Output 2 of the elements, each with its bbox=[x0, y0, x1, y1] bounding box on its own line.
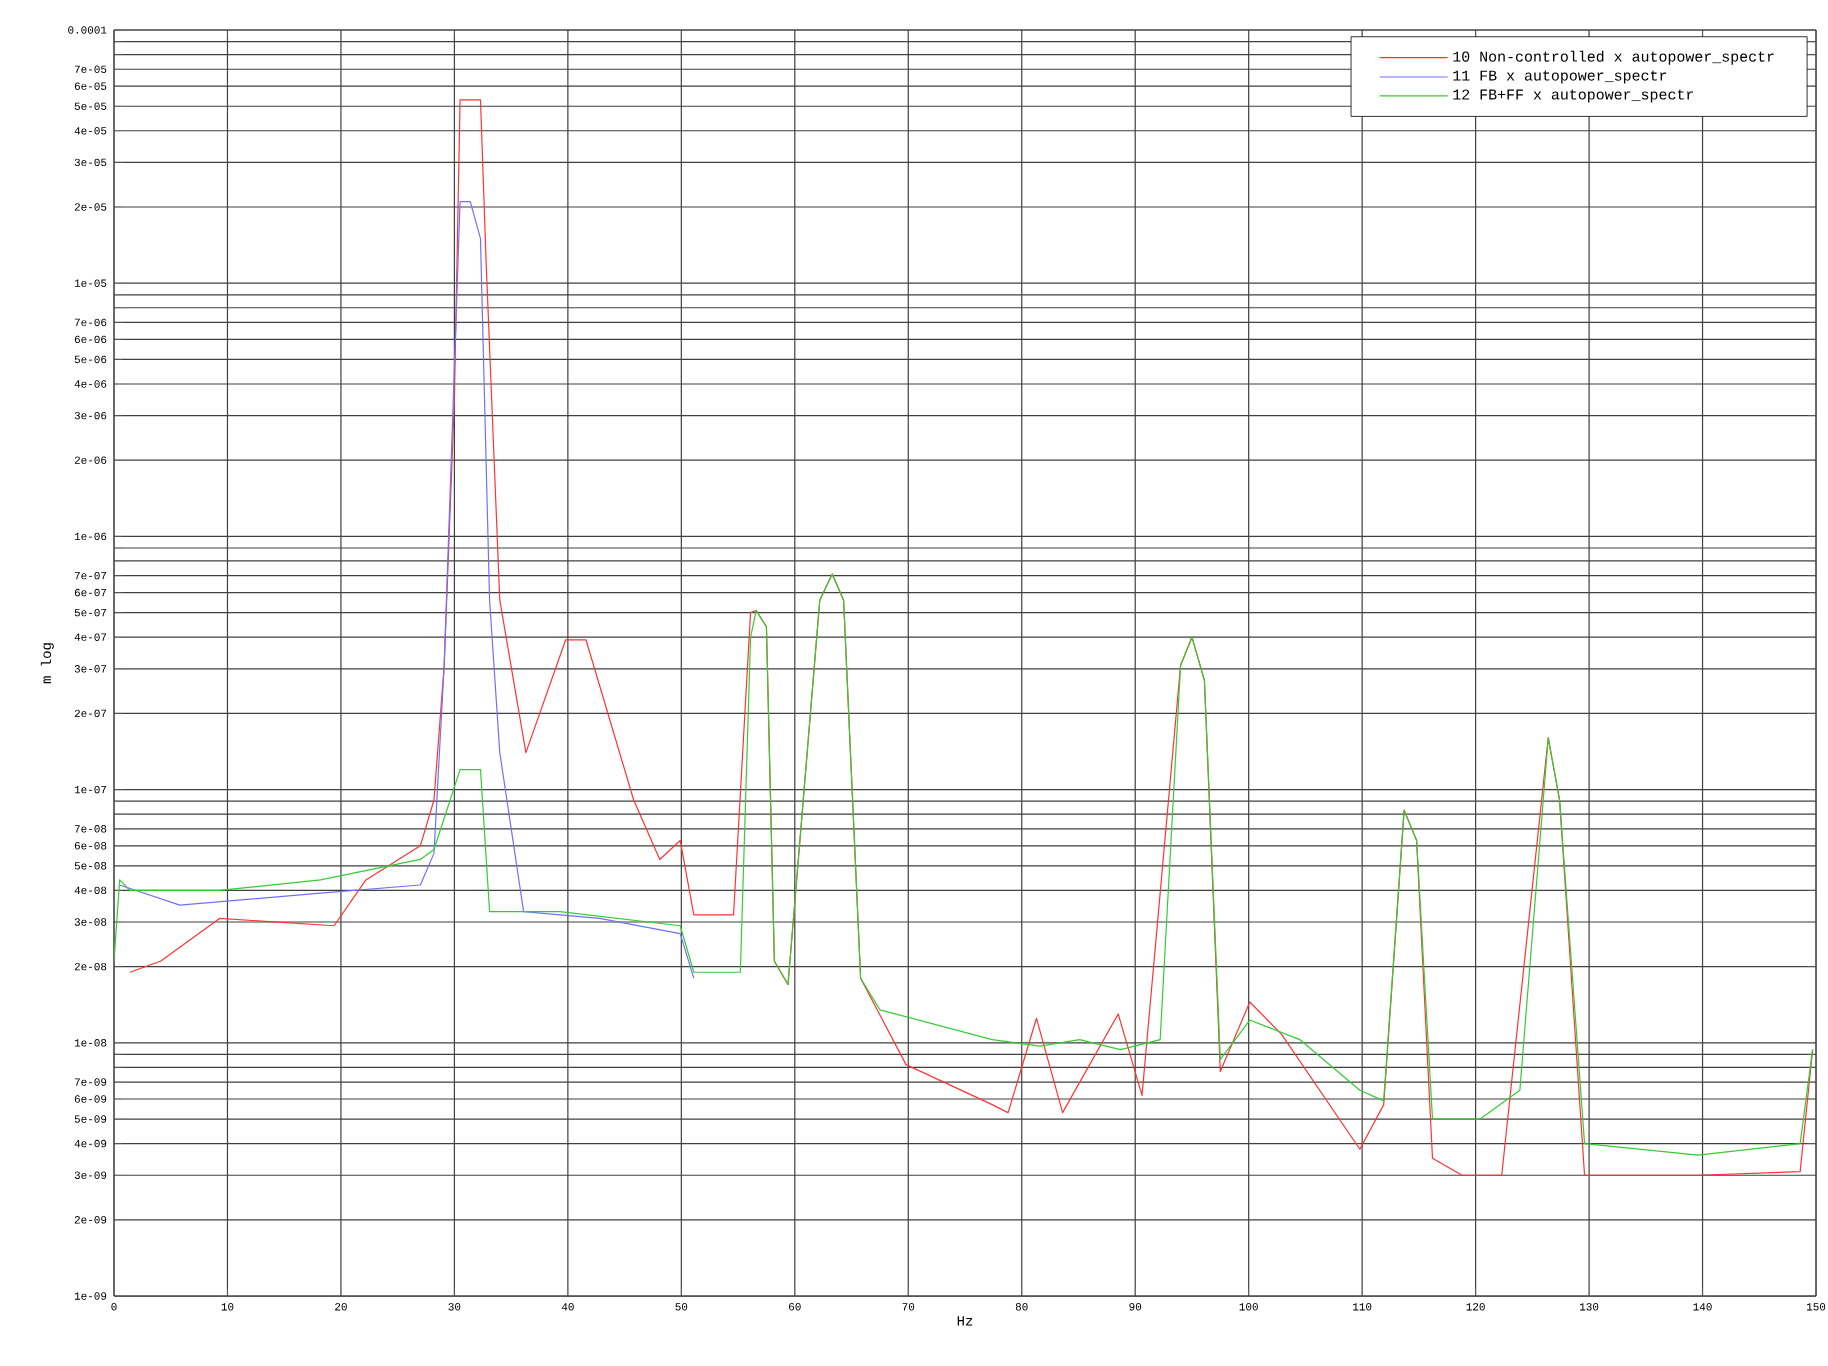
line-series bbox=[119, 201, 695, 979]
line-series bbox=[114, 573, 1814, 1156]
